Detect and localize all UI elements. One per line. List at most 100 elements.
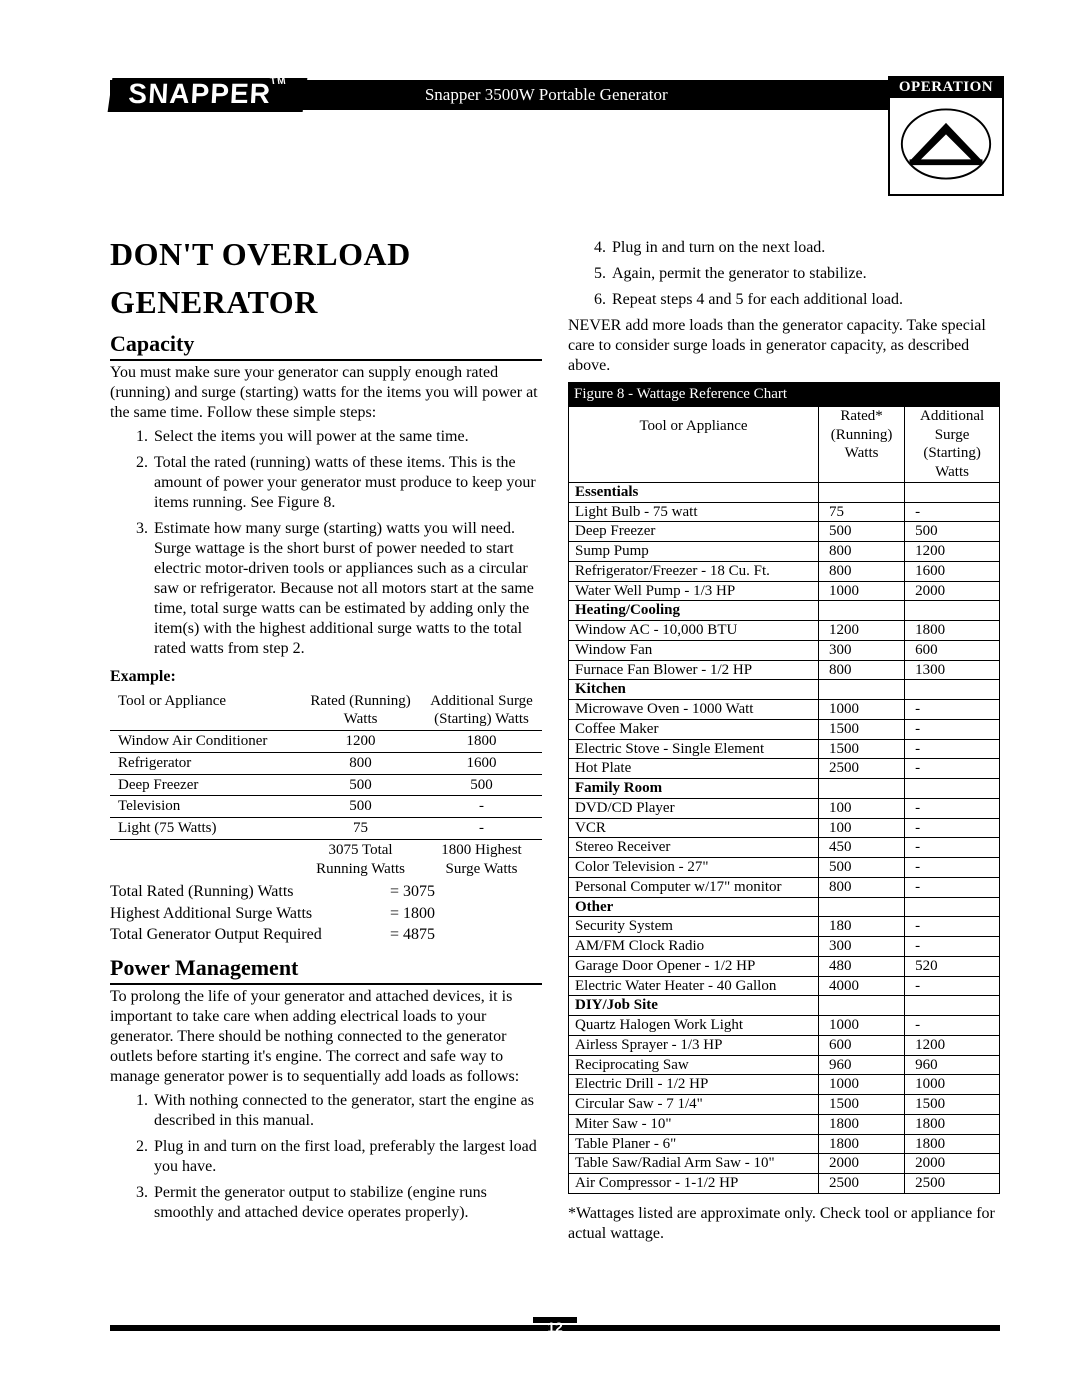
ref-value: 960 bbox=[905, 1055, 1000, 1075]
ref-item: Window Fan bbox=[569, 640, 819, 660]
ref-head: Tool or Appliance bbox=[569, 407, 819, 483]
brand-logo: SNAPPERTM bbox=[108, 78, 308, 112]
table-row: Color Television - 27"500- bbox=[569, 858, 1000, 878]
ref-category: Essentials bbox=[569, 482, 819, 502]
ex-head: Additional Surge (Starting) Watts bbox=[421, 691, 542, 731]
ref-value: 450 bbox=[818, 838, 904, 858]
ref-value: 2500 bbox=[818, 759, 904, 779]
wattage-reference-chart: Figure 8 - Wattage Reference Chart Tool … bbox=[568, 382, 1000, 1194]
ref-item: AM/FM Clock Radio bbox=[569, 937, 819, 957]
ref-item: DVD/CD Player bbox=[569, 798, 819, 818]
ref-item: Electric Drill - 1/2 HP bbox=[569, 1075, 819, 1095]
capacity-step: Estimate how many surge (starting) watts… bbox=[152, 519, 542, 659]
ref-caption: Figure 8 - Wattage Reference Chart bbox=[568, 382, 1000, 407]
capacity-intro: You must make sure your generator can su… bbox=[110, 363, 542, 423]
table-row: Sump Pump8001200 bbox=[569, 542, 1000, 562]
table-row: Deep Freezer500500 bbox=[569, 522, 1000, 542]
ref-item: Airless Sprayer - 1/3 HP bbox=[569, 1035, 819, 1055]
ref-value: - bbox=[905, 858, 1000, 878]
ref-value: - bbox=[905, 798, 1000, 818]
ref-item: Deep Freezer bbox=[569, 522, 819, 542]
ref-category: Other bbox=[569, 897, 819, 917]
ref-value: 1200 bbox=[818, 621, 904, 641]
table-row: Hot Plate2500- bbox=[569, 759, 1000, 779]
ex-cell: 1200 bbox=[300, 731, 421, 753]
reference-table: Tool or Appliance Rated* (Running) Watts… bbox=[568, 407, 1000, 1194]
ref-value: 2500 bbox=[818, 1174, 904, 1194]
ref-item: Coffee Maker bbox=[569, 719, 819, 739]
table-row: Window Fan300600 bbox=[569, 640, 1000, 660]
ref-head: Additional Surge (Starting) Watts bbox=[905, 407, 1000, 483]
ref-value: - bbox=[905, 976, 1000, 996]
ref-value: - bbox=[905, 1016, 1000, 1036]
ref-value: - bbox=[905, 739, 1000, 759]
ex-cell: Light (75 Watts) bbox=[110, 818, 300, 840]
footer-bar: 12 bbox=[110, 1325, 1000, 1331]
ref-value: 100 bbox=[818, 798, 904, 818]
pm-step: Plug in and turn on the first load, pref… bbox=[152, 1137, 542, 1177]
ref-value: 1800 bbox=[905, 1134, 1000, 1154]
ref-value: - bbox=[905, 719, 1000, 739]
ref-value: 800 bbox=[818, 542, 904, 562]
ex-cell: Deep Freezer bbox=[110, 774, 300, 796]
ref-category: Kitchen bbox=[569, 680, 819, 700]
example-label: Example: bbox=[110, 667, 542, 687]
table-row: Heating/Cooling bbox=[569, 601, 1000, 621]
ref-value: 1500 bbox=[818, 719, 904, 739]
ref-item: Light Bulb - 75 watt bbox=[569, 502, 819, 522]
page-heading-l2: GENERATOR bbox=[110, 282, 542, 322]
total-value: = 4875 bbox=[390, 924, 435, 946]
ref-value: 500 bbox=[905, 522, 1000, 542]
ref-item: Air Compressor - 1-1/2 HP bbox=[569, 1174, 819, 1194]
ref-value: 600 bbox=[905, 640, 1000, 660]
power-mgmt-steps: With nothing connected to the generator,… bbox=[110, 1091, 542, 1223]
ref-value: 1800 bbox=[905, 621, 1000, 641]
ref-value: - bbox=[905, 700, 1000, 720]
ref-value: 2000 bbox=[905, 1154, 1000, 1174]
table-row: Family Room bbox=[569, 779, 1000, 799]
pm-step: Plug in and turn on the next load. bbox=[610, 238, 1000, 258]
total-label: Highest Additional Surge Watts bbox=[110, 903, 390, 925]
table-row: DIY/Job Site bbox=[569, 996, 1000, 1016]
table-row: Stereo Receiver450- bbox=[569, 838, 1000, 858]
ex-foot: 3075 Total Running Watts bbox=[300, 839, 421, 879]
example-table: Tool or Appliance Rated (Running) Watts … bbox=[110, 691, 542, 880]
ref-value: 1200 bbox=[905, 542, 1000, 562]
table-row: Circular Saw - 7 1/4"15001500 bbox=[569, 1095, 1000, 1115]
ref-value: 1500 bbox=[905, 1095, 1000, 1115]
ref-value: 800 bbox=[818, 877, 904, 897]
ref-value: 800 bbox=[818, 660, 904, 680]
table-row: Electric Water Heater - 40 Gallon4000- bbox=[569, 976, 1000, 996]
power-mgmt-steps-cont: Plug in and turn on the next load. Again… bbox=[568, 238, 1000, 310]
badge-icon bbox=[890, 98, 1002, 190]
ref-value: 480 bbox=[818, 956, 904, 976]
ref-item: Table Planer - 6" bbox=[569, 1134, 819, 1154]
ref-value: 2000 bbox=[905, 581, 1000, 601]
ex-cell: 500 bbox=[421, 774, 542, 796]
ref-item: Miter Saw - 10" bbox=[569, 1114, 819, 1134]
ex-head: Tool or Appliance bbox=[110, 691, 300, 731]
pm-step: Permit the generator output to stabilize… bbox=[152, 1183, 542, 1223]
pm-step: Again, permit the generator to stabilize… bbox=[610, 264, 1000, 284]
total-label: Total Rated (Running) Watts bbox=[110, 881, 390, 903]
ref-value: - bbox=[905, 759, 1000, 779]
ref-value: 1800 bbox=[818, 1114, 904, 1134]
ref-category: Heating/Cooling bbox=[569, 601, 819, 621]
ref-value: 1000 bbox=[818, 581, 904, 601]
table-row: Refrigerator/Freezer - 18 Cu. Ft.8001600 bbox=[569, 561, 1000, 581]
ref-value: 1000 bbox=[818, 700, 904, 720]
ref-item: Security System bbox=[569, 917, 819, 937]
ref-value: 1800 bbox=[905, 1114, 1000, 1134]
ref-value: 100 bbox=[818, 818, 904, 838]
ref-item: Quartz Halogen Work Light bbox=[569, 1016, 819, 1036]
table-row: Light Bulb - 75 watt75- bbox=[569, 502, 1000, 522]
ref-value: - bbox=[905, 502, 1000, 522]
ref-value: 180 bbox=[818, 917, 904, 937]
table-row: Air Compressor - 1-1/2 HP25002500 bbox=[569, 1174, 1000, 1194]
table-row: Garage Door Opener - 1/2 HP480520 bbox=[569, 956, 1000, 976]
ref-value: - bbox=[905, 818, 1000, 838]
ex-cell: - bbox=[421, 818, 542, 840]
never-paragraph: NEVER add more loads than the generator … bbox=[568, 316, 1000, 376]
table-row: Table Planer - 6"18001800 bbox=[569, 1134, 1000, 1154]
pm-step: Repeat steps 4 and 5 for each additional… bbox=[610, 290, 1000, 310]
